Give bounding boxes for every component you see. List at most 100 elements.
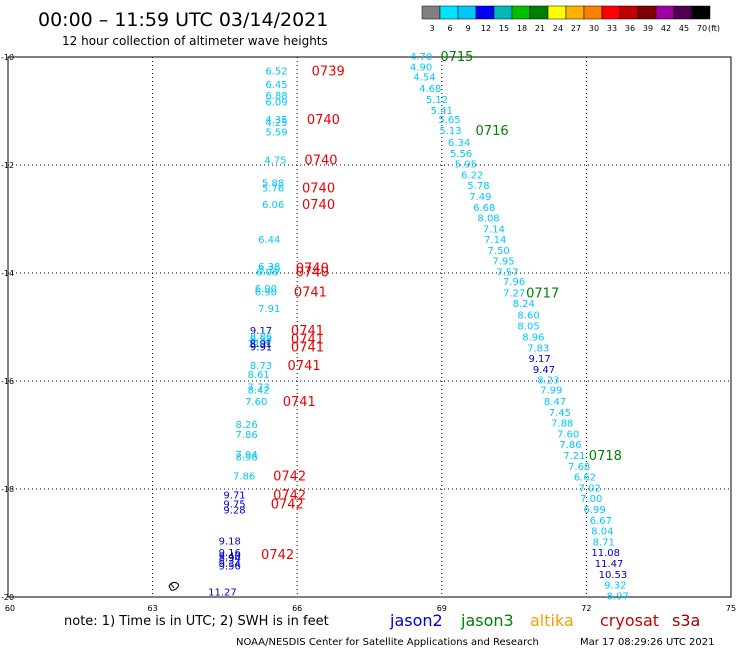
colorbar-tick-label: 39 <box>643 24 653 33</box>
wave-height-point: 7.99 <box>540 386 562 397</box>
y-tick-label: -14 <box>1 269 14 278</box>
wave-height-point: 6.06 <box>256 267 278 278</box>
pass-time-label: 0741 <box>283 395 316 410</box>
wave-height-point: 6.44 <box>258 235 280 246</box>
wave-height-point: 9.28 <box>223 506 245 517</box>
wave-height-point: 9.91 <box>250 342 272 353</box>
wave-height-point: 8.86 <box>250 332 272 343</box>
wave-height-point: 7.02 <box>579 483 601 494</box>
colorbar-tick-label: 9 <box>465 24 470 33</box>
legend-jason3: jason3 <box>460 611 514 630</box>
wave-height-point: 5.79 <box>258 265 280 276</box>
wave-height-point: 7.45 <box>549 408 571 419</box>
wave-height-point: 8.53 <box>250 334 272 345</box>
wave-height-point: 4.68 <box>419 84 441 95</box>
wave-height-point: 5.13 <box>439 126 461 137</box>
colorbar: 3 6 9 12 15 18 21 24 27 30 33 36 39 42 45 70 (ft) <box>421 5 720 33</box>
pass-time-labels: 0739074007400740074007400740074107410741… <box>261 50 622 563</box>
wave-height-point: 6.88 <box>265 91 287 102</box>
wave-height-point: 11.6 <box>248 339 270 350</box>
wave-height-point: 8.60 <box>517 311 539 322</box>
footer-timestamp: Mar 17 08:29:26 UTC 2021 <box>580 637 715 648</box>
wave-height-point: 5.12 <box>426 95 448 106</box>
x-tick-label: 66 <box>292 604 302 613</box>
wave-height-point: 11.47 <box>595 559 624 570</box>
colorbar-swatch <box>511 5 531 20</box>
wave-height-point: 4.35 <box>265 115 287 126</box>
wave-height-point: 6.90 <box>255 284 277 295</box>
y-tick-label: -18 <box>1 485 14 494</box>
wave-height-point: 9.56 <box>219 562 241 573</box>
wave-height-point: 8.26 <box>235 420 257 431</box>
wave-height-point: 8.97 <box>607 591 629 602</box>
colorbar-tick-label: 42 <box>661 24 671 33</box>
pass-time-label: 0741 <box>291 340 324 355</box>
colorbar-swatch <box>529 5 549 20</box>
wave-height-point: 7.00 <box>580 494 602 505</box>
legend-jason2: jason2 <box>389 611 443 630</box>
wave-height-point: 7.14 <box>483 225 505 236</box>
pass-time-label: 0742 <box>261 548 294 563</box>
wave-height-point: 8.23 <box>537 375 559 386</box>
wave-height-point: 6.06 <box>262 200 284 211</box>
footer-note: note: 1) Time is in UTC; 2) SWH is in fe… <box>64 614 329 629</box>
wave-height-point: 7.94 <box>235 450 257 461</box>
x-tick-label: 69 <box>437 604 447 613</box>
colorbar-swatch <box>547 5 567 20</box>
wave-height-point: 7.86 <box>559 440 581 451</box>
wave-height-point: 9.34 <box>219 559 241 570</box>
x-tick-label: 63 <box>148 604 158 613</box>
colorbar-tick-label: 18 <box>517 24 527 33</box>
wave-height-point: 7.68 <box>568 462 590 473</box>
wave-height-point: 7.88 <box>551 419 573 430</box>
colorbar-swatch <box>691 5 711 20</box>
wave-height-point: 10.53 <box>599 570 628 581</box>
colorbar-swatch <box>457 5 477 20</box>
wave-height-point: 7.91 <box>258 304 280 315</box>
pass-time-label: 0740 <box>302 182 335 197</box>
wave-height-point: 11.08 <box>591 548 620 559</box>
wave-height-point: 7.49 <box>469 192 491 203</box>
colorbar-tick-label: 45 <box>679 24 689 33</box>
wave-height-point: 9.18 <box>219 536 241 547</box>
y-tick-label: -12 <box>1 161 14 170</box>
colorbar-tick-label: 24 <box>553 24 563 33</box>
wave-height-point: 8.04 <box>591 527 613 538</box>
pass-time-label: 0740 <box>302 198 335 213</box>
legend-s3a: s3a <box>672 611 700 630</box>
wave-height-point: 4.70 <box>410 52 432 63</box>
plot-frame <box>7 56 732 598</box>
legend-altika: altika <box>530 611 574 630</box>
wave-height-point: 5.65 <box>438 115 460 126</box>
colorbar-swatch <box>601 5 621 20</box>
chart-title: 00:00 – 11:59 UTC 03/14/2021 <box>38 9 328 31</box>
colorbar-tick-label: 70 <box>697 24 707 33</box>
wave-height-point: 5.56 <box>450 149 472 160</box>
wave-height-point: 7.86 <box>233 472 255 483</box>
colorbar-unit: (ft) <box>708 24 720 33</box>
colorbar-swatch <box>565 5 585 20</box>
wave-height-point: 6.34 <box>448 138 470 149</box>
wave-height-point: 6.22 <box>461 171 483 182</box>
wave-height-point: 6.45 <box>265 80 287 91</box>
wave-height-point: 6.09 <box>265 97 287 108</box>
wave-height-point: 8.71 <box>593 537 615 548</box>
wave-height-point: 7.95 <box>492 257 514 268</box>
wave-height-point: 6.38 <box>258 262 280 273</box>
wave-height-point: 5.78 <box>467 181 489 192</box>
wave-height-point: 7.21 <box>563 451 585 462</box>
colorbar-swatch <box>439 5 459 20</box>
pass-time-label: 0740 <box>296 265 329 280</box>
wave-height-point: 8.05 <box>517 321 539 332</box>
y-tick-label: -10 <box>1 53 14 62</box>
colorbar-swatch <box>619 5 639 20</box>
colorbar-tick-label: 21 <box>535 24 545 33</box>
wave-height-point: 8.08 <box>477 213 499 224</box>
wave-height-point: 8.96 <box>522 333 544 344</box>
colorbar-tick-label: 30 <box>589 24 599 33</box>
colorbar-tick-label: 33 <box>607 24 617 33</box>
wave-height-point: 6.62 <box>574 473 596 484</box>
legend-cryosat: cryosat <box>600 611 659 630</box>
